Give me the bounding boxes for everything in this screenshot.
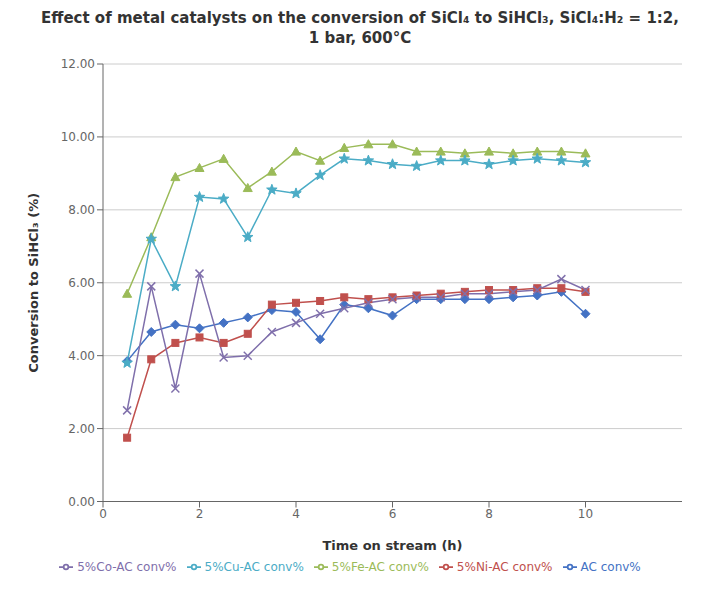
svg-text:0: 0 bbox=[99, 507, 107, 521]
svg-text:10.00: 10.00 bbox=[61, 130, 95, 144]
svg-text:2.00: 2.00 bbox=[68, 422, 95, 436]
html-text:1 bar, 600°C: 1 bar, 600°C bbox=[308, 29, 412, 47]
svg-text:6.00: 6.00 bbox=[68, 276, 95, 290]
svg-text:10: 10 bbox=[578, 507, 593, 521]
svg-text:Conversion to SiHCl₃ (%): Conversion to SiHCl₃ (%) bbox=[26, 193, 41, 373]
html-text:5%Fe-AC conv%: 5%Fe-AC conv% bbox=[331, 559, 429, 574]
html-text:5%Co-AC conv%: 5%Co-AC conv% bbox=[77, 559, 177, 574]
html-text:Effect of metal catalysts on t: Effect of metal catalysts on the convers… bbox=[41, 9, 679, 27]
svg-text:Time on stream (h): Time on stream (h) bbox=[322, 538, 462, 553]
svg-text:8: 8 bbox=[485, 507, 493, 521]
svg-text:4.00: 4.00 bbox=[68, 349, 95, 363]
html-text:5%Cu-AC conv%: 5%Cu-AC conv% bbox=[204, 559, 304, 574]
svg-text:6: 6 bbox=[389, 507, 397, 521]
svg-text:2: 2 bbox=[196, 507, 204, 521]
svg-text:4: 4 bbox=[292, 507, 300, 521]
svg-text:0.00: 0.00 bbox=[68, 495, 95, 509]
html-text:AC conv%: AC conv% bbox=[580, 559, 641, 574]
html-text:5%Ni-AC conv%: 5%Ni-AC conv% bbox=[456, 559, 553, 574]
svg-text:12.00: 12.00 bbox=[61, 57, 95, 71]
svg-text:8.00: 8.00 bbox=[68, 203, 95, 217]
